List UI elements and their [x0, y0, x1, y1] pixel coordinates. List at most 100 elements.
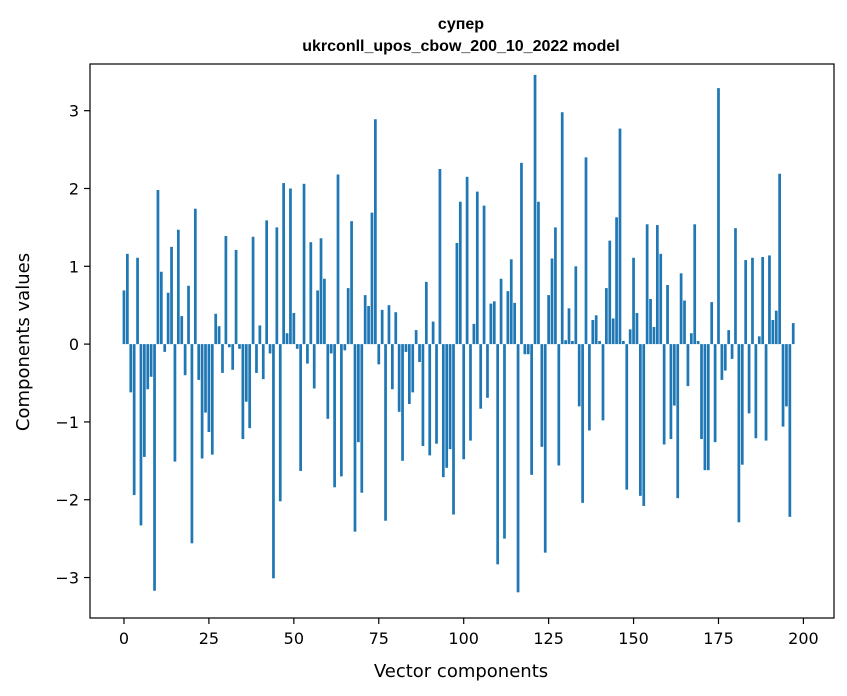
- bar: [533, 74, 537, 345]
- bar: [649, 298, 652, 345]
- bar: [571, 341, 574, 345]
- y-tick-label: 3: [69, 102, 79, 121]
- bar: [204, 344, 207, 413]
- bar: [210, 344, 214, 455]
- bar: [387, 305, 391, 345]
- bar: [791, 323, 795, 345]
- bar: [146, 344, 150, 390]
- bar: [771, 319, 775, 345]
- bar: [754, 344, 758, 439]
- bar: [441, 344, 445, 478]
- bar: [272, 344, 275, 579]
- bar: [319, 238, 323, 345]
- bar: [122, 290, 126, 345]
- bar: [190, 344, 194, 544]
- bar: [282, 183, 285, 345]
- bar: [458, 201, 462, 345]
- bar: [193, 208, 197, 345]
- bar: [316, 290, 319, 345]
- bar: [285, 333, 289, 345]
- bar: [509, 259, 513, 345]
- bar: [414, 330, 418, 345]
- bar: [401, 344, 404, 461]
- bar: [547, 295, 550, 345]
- x-tick-label: 150: [618, 629, 649, 648]
- bar: [231, 344, 235, 370]
- x-tick-label: 0: [119, 629, 129, 648]
- bar: [520, 162, 523, 345]
- bar: [639, 344, 642, 496]
- bar: [241, 344, 245, 440]
- bar: [672, 344, 676, 406]
- bar: [353, 344, 357, 532]
- bar: [554, 227, 557, 345]
- bar: [503, 344, 506, 539]
- bar: [492, 301, 496, 345]
- bar: [255, 344, 258, 373]
- bar: [183, 344, 187, 376]
- bar: [156, 190, 160, 345]
- bar: [486, 344, 489, 398]
- bar: [411, 344, 415, 393]
- y-tick-label: 2: [69, 179, 79, 198]
- bar: [214, 313, 218, 345]
- bar: [479, 344, 483, 409]
- bar: [734, 228, 737, 345]
- bar: [557, 344, 561, 466]
- bar: [258, 325, 262, 345]
- x-axis-ticks: 0 25 50 75 100 125 150 175 200: [119, 618, 819, 648]
- bar: [516, 344, 520, 593]
- bar: [513, 302, 517, 345]
- bar: [391, 344, 394, 390]
- bar: [584, 157, 588, 345]
- y-tick-label: −2: [55, 491, 79, 510]
- bar: [384, 344, 387, 521]
- bar: [306, 344, 309, 364]
- bar: [261, 344, 265, 380]
- x-tick-label: 200: [788, 629, 819, 648]
- bar: [469, 344, 472, 441]
- bar: [662, 344, 666, 445]
- bar: [153, 344, 156, 591]
- bar: [622, 341, 625, 345]
- bars-group: [122, 74, 795, 593]
- bar: [455, 242, 459, 345]
- bar: [346, 288, 350, 345]
- bar: [397, 344, 401, 412]
- bar: [159, 271, 163, 345]
- bar: [299, 344, 302, 471]
- x-tick-label: 75: [369, 629, 389, 648]
- bar: [407, 344, 411, 405]
- bar: [452, 344, 455, 515]
- bar: [601, 344, 605, 421]
- bar: [523, 344, 527, 355]
- bar: [265, 220, 269, 345]
- bar: [560, 112, 564, 345]
- bar: [136, 257, 139, 345]
- bar: [720, 344, 724, 380]
- bar: [357, 344, 360, 443]
- bar: [659, 253, 663, 345]
- bar: [723, 344, 727, 371]
- bar: [129, 344, 133, 393]
- bar: [625, 344, 629, 490]
- bar: [608, 240, 612, 345]
- bar: [336, 174, 340, 345]
- bar: [421, 344, 425, 447]
- bar: [605, 288, 608, 345]
- bar: [740, 344, 744, 465]
- bar: [764, 344, 768, 441]
- bar: [788, 344, 792, 517]
- bar: [564, 340, 567, 345]
- bar: [295, 344, 299, 349]
- bar: [360, 344, 364, 493]
- bar: [615, 217, 618, 345]
- bar: [737, 344, 741, 523]
- bar: [781, 344, 785, 427]
- bar: [197, 344, 201, 380]
- bar: [248, 344, 252, 429]
- bar: [309, 242, 313, 345]
- bar: [489, 303, 493, 345]
- bar: [438, 169, 442, 345]
- bar: [757, 336, 761, 345]
